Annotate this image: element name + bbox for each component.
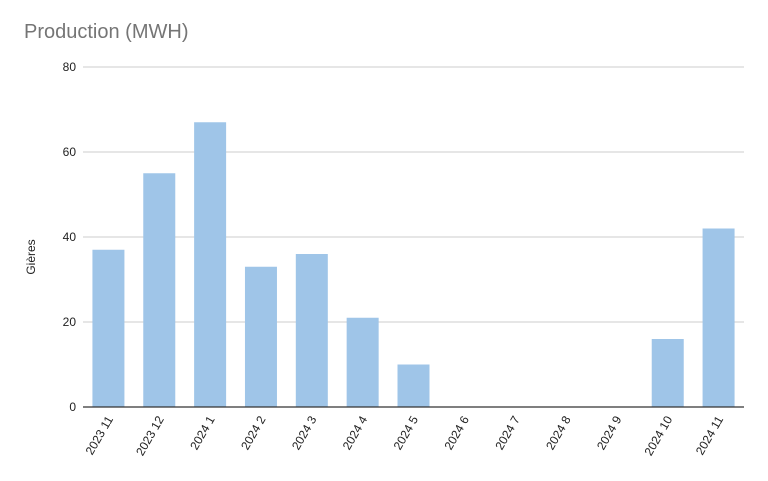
bar — [194, 122, 227, 407]
bar — [143, 173, 176, 407]
x-tick-label: 2024 3 — [289, 413, 320, 452]
y-tick-label: 40 — [63, 230, 77, 244]
chart-title: Production (MWH) — [24, 21, 189, 43]
x-tick-label: 2024 5 — [391, 413, 422, 452]
x-tick-label: 2024 1 — [187, 413, 218, 452]
bar — [346, 317, 379, 407]
bar — [651, 339, 684, 407]
x-tick-label: 2024 2 — [238, 413, 269, 452]
bars — [92, 122, 735, 407]
x-tick-label: 2024 11 — [693, 413, 727, 457]
bar — [702, 228, 735, 407]
x-tick-label: 2024 8 — [543, 413, 574, 452]
bar — [92, 249, 125, 407]
x-tick-label: 2024 10 — [642, 413, 676, 458]
x-tick-label: 2024 6 — [441, 413, 472, 452]
y-tick-label: 20 — [63, 315, 77, 329]
bar — [295, 254, 328, 407]
y-axis-title: Gières — [24, 239, 38, 274]
x-tick-label: 2024 7 — [492, 413, 523, 452]
y-tick-label: 0 — [69, 400, 76, 414]
x-tick-label: 2023 12 — [133, 413, 167, 458]
x-tick-label: 2024 9 — [594, 413, 625, 452]
x-tick-label: 2023 11 — [83, 413, 117, 457]
x-tick-label: 2024 4 — [340, 413, 371, 452]
gridlines — [83, 66, 744, 323]
y-tick-label: 80 — [63, 60, 77, 74]
bar — [244, 266, 277, 407]
y-tick-label: 60 — [63, 145, 77, 159]
bar — [397, 364, 430, 407]
